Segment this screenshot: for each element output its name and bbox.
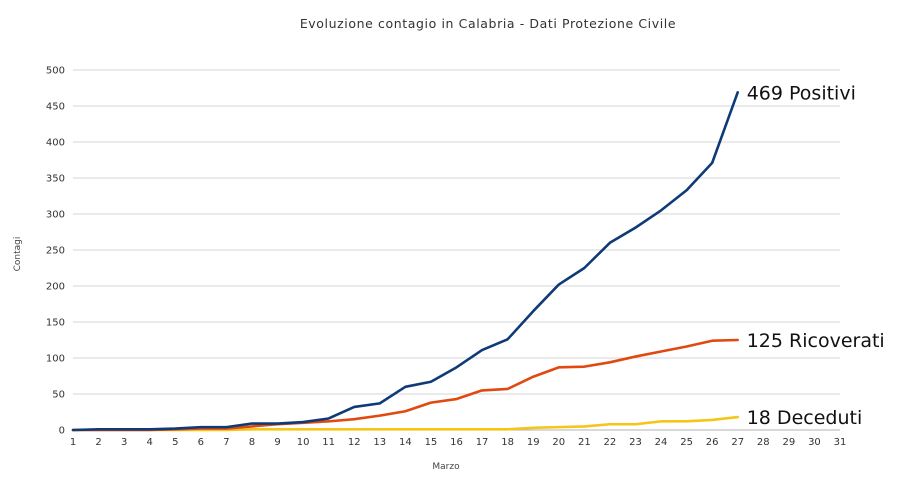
x-tick-label: 3: [121, 437, 127, 448]
y-axis-label: Contagi: [13, 237, 23, 272]
series-line-positivi: [71, 91, 740, 432]
x-tick-label: 26: [706, 437, 719, 448]
x-tick-label: 31: [834, 437, 847, 448]
x-tick-label: 20: [552, 437, 565, 448]
x-tick-label: 21: [578, 437, 591, 448]
y-tick-label: 200: [46, 282, 65, 293]
x-tick-label: 13: [373, 437, 386, 448]
y-tick-label: 450: [46, 102, 65, 113]
x-tick-label: 10: [297, 437, 310, 448]
y-tick-label: 0: [59, 426, 65, 437]
annotation-positivi: 469 Positivi: [747, 82, 856, 104]
y-tick-label: 350: [46, 174, 65, 185]
x-tick-label: 9: [274, 437, 280, 448]
y-axis-ticks: 0 50 100 150 200 250 300 350 400 450 500: [46, 66, 65, 437]
y-tick-label: 500: [46, 66, 65, 77]
x-tick-label: 7: [223, 437, 229, 448]
x-tick-label: 6: [198, 437, 204, 448]
x-tick-label: 28: [757, 437, 770, 448]
chart-title: Evoluzione contagio in Calabria - Dati P…: [300, 16, 676, 31]
x-tick-label: 29: [782, 437, 795, 448]
x-tick-label: 19: [527, 437, 540, 448]
y-tick-label: 150: [46, 318, 65, 329]
x-tick-label: 25: [680, 437, 693, 448]
series-annotations: 469 Positivi 125 Ricoverati 18 Deceduti: [747, 82, 885, 429]
x-tick-label: 22: [604, 437, 617, 448]
y-tick-label: 250: [46, 246, 65, 257]
x-tick-label: 23: [629, 437, 642, 448]
y-tick-label: 300: [46, 210, 65, 221]
gridlines: [73, 69, 840, 395]
x-tick-label: 18: [501, 437, 514, 448]
x-tick-label: 14: [399, 437, 412, 448]
x-tick-label: 30: [808, 437, 821, 448]
x-tick-label: 8: [249, 437, 255, 448]
x-tick-label: 2: [95, 437, 101, 448]
x-tick-label: 4: [147, 437, 153, 448]
y-tick-label: 100: [46, 354, 65, 365]
x-tick-label: 11: [322, 437, 335, 448]
x-tick-label: 15: [425, 437, 438, 448]
x-tick-label: 27: [731, 437, 744, 448]
series-line-ricoverati: [71, 338, 740, 432]
y-tick-label: 50: [52, 390, 65, 401]
series-lines: [71, 91, 740, 432]
annotation-deceduti: 18 Deceduti: [747, 407, 863, 429]
x-axis-ticks: 1 2 3 4 5 6 7 8 9 10 11 12 13 14 15 16 17 18 19 20 21 22 23 24 2…: [70, 437, 847, 448]
x-tick-label: 12: [348, 437, 361, 448]
x-tick-label: 24: [655, 437, 668, 448]
x-tick-label: 16: [450, 437, 463, 448]
annotation-ricoverati: 125 Ricoverati: [747, 330, 885, 352]
y-tick-label: 400: [46, 138, 65, 149]
x-axis-label: Marzo: [432, 462, 460, 472]
x-tick-label: 5: [172, 437, 178, 448]
x-tick-label: 17: [476, 437, 489, 448]
x-tick-label: 1: [70, 437, 76, 448]
